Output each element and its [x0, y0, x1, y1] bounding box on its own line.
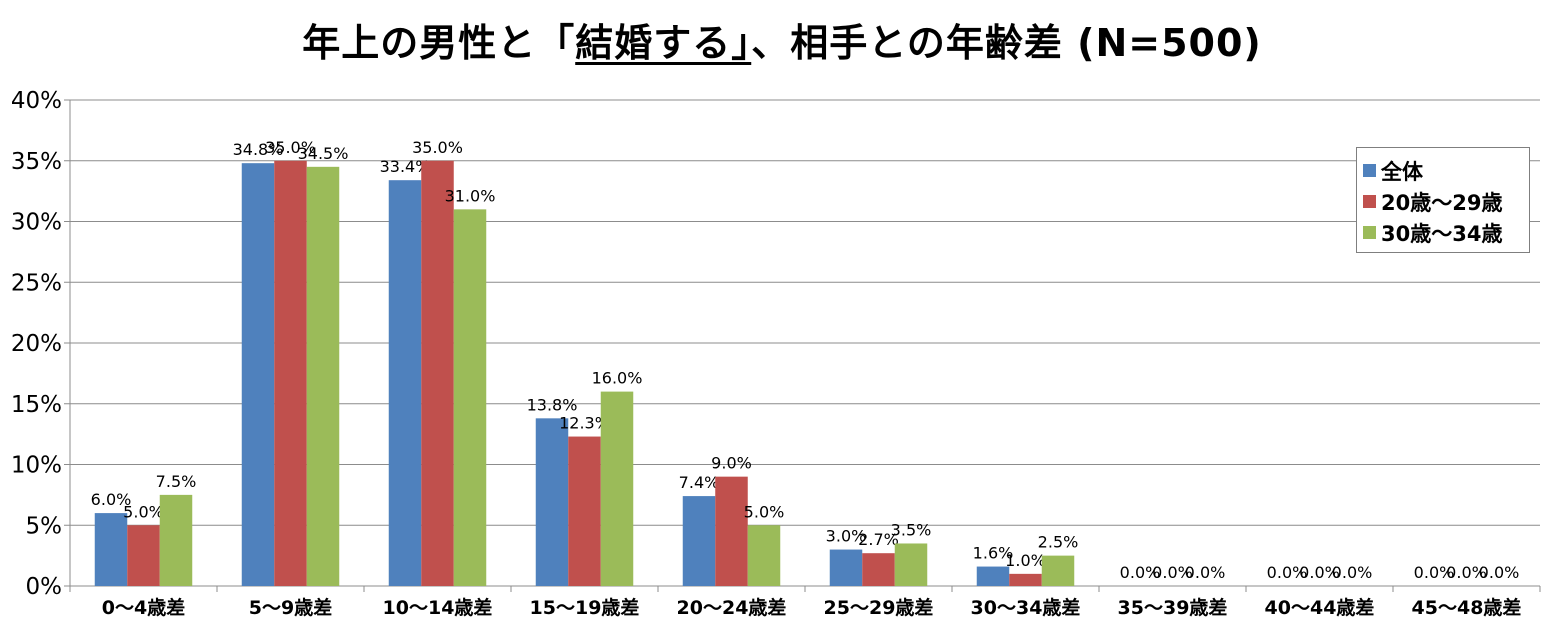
data-label: 0.0%	[1120, 563, 1161, 582]
y-tick-label: 10%	[11, 453, 62, 479]
bar	[127, 525, 160, 586]
bar	[715, 476, 748, 586]
x-tick-label: 45～48歳差	[1412, 596, 1522, 619]
chart-title-underlined: 結婚する」	[575, 21, 752, 65]
x-tick-label: 40～44歳差	[1265, 596, 1375, 619]
legend-swatch	[1363, 164, 1376, 177]
bar	[976, 566, 1010, 586]
data-label: 0.0%	[1332, 563, 1373, 582]
data-label: 13.8%	[527, 395, 578, 414]
data-label: 2.7%	[858, 530, 899, 549]
data-label: 0.0%	[1479, 563, 1520, 582]
x-tick-label: 35～39歳差	[1118, 596, 1228, 619]
legend-swatch	[1363, 195, 1376, 208]
data-label: 6.0%	[91, 490, 132, 509]
legend-label: 20歳～29歳	[1381, 190, 1503, 215]
chart-title: 年上の男性と「結婚する」、相手との年齢差 (N=500)	[0, 12, 1564, 67]
bar	[862, 553, 895, 586]
data-label: 9.0%	[711, 454, 752, 473]
bar	[94, 513, 128, 586]
data-label: 7.4%	[679, 473, 720, 492]
bar	[535, 418, 569, 586]
bar	[453, 209, 487, 586]
bar	[159, 494, 193, 586]
bar	[682, 496, 716, 586]
bar	[421, 160, 454, 586]
data-label: 7.5%	[156, 472, 197, 491]
x-tick-label: 20～24歳差	[677, 596, 787, 619]
data-label: 34.5%	[298, 144, 349, 163]
y-tick-label: 5%	[26, 513, 63, 539]
y-tick-label: 40%	[11, 88, 62, 114]
data-label: 33.4%	[380, 157, 431, 176]
legend-item: 30歳～34歳	[1363, 217, 1529, 248]
x-tick-label: 25～29歳差	[824, 596, 934, 619]
bar	[306, 166, 340, 586]
data-label: 0.0%	[1152, 563, 1193, 582]
bar	[894, 543, 928, 586]
data-label: 2.5%	[1038, 533, 1079, 552]
data-label: 31.0%	[445, 186, 496, 205]
bar	[388, 180, 422, 586]
bar	[1041, 555, 1075, 586]
y-tick-label: 25%	[11, 270, 62, 296]
legend-item: 全体	[1363, 155, 1529, 186]
data-label: 3.0%	[826, 527, 867, 546]
data-label: 0.0%	[1185, 563, 1226, 582]
data-label: 0.0%	[1299, 563, 1340, 582]
data-label: 35.0%	[412, 138, 463, 157]
y-tick-label: 35%	[11, 149, 62, 175]
data-label: 1.6%	[973, 544, 1014, 563]
y-tick-label: 20%	[11, 331, 62, 357]
bar	[600, 391, 634, 586]
data-label: 0.0%	[1267, 563, 1308, 582]
legend-label: 30歳～34歳	[1381, 221, 1503, 246]
chart-title-part: 年上の男性と「	[302, 21, 576, 65]
data-label: 5.0%	[744, 502, 785, 521]
bar	[568, 436, 601, 586]
bar	[274, 160, 307, 586]
bar	[829, 549, 863, 586]
y-tick-label: 15%	[11, 392, 62, 418]
data-label: 0.0%	[1446, 563, 1487, 582]
data-label: 5.0%	[123, 502, 164, 521]
data-label: 35.0%	[265, 138, 316, 157]
x-tick-label: 15～19歳差	[530, 596, 640, 619]
legend-label: 全体	[1381, 159, 1423, 184]
bar	[241, 163, 275, 586]
legend-item: 20歳～29歳	[1363, 186, 1529, 217]
data-label: 3.5%	[891, 520, 932, 539]
x-tick-label: 30～34歳差	[971, 596, 1081, 619]
data-label: 34.8%	[233, 140, 284, 159]
x-tick-label: 0～4歳差	[102, 596, 185, 619]
y-tick-label: 30%	[11, 210, 62, 236]
data-label: 0.0%	[1414, 563, 1455, 582]
data-label: 12.3%	[559, 414, 610, 433]
data-label: 16.0%	[592, 369, 643, 388]
bar	[747, 525, 781, 586]
chart-title-part: 、相手との年齢差 (N=500)	[751, 21, 1262, 65]
legend-swatch	[1363, 226, 1376, 239]
data-label: 1.0%	[1005, 551, 1046, 570]
legend: 全体 20歳～29歳 30歳～34歳	[1356, 147, 1530, 253]
y-tick-label: 0%	[26, 574, 63, 600]
x-tick-label: 10～14歳差	[383, 596, 493, 619]
x-tick-label: 5～9歳差	[249, 596, 332, 619]
bar	[1009, 573, 1042, 586]
